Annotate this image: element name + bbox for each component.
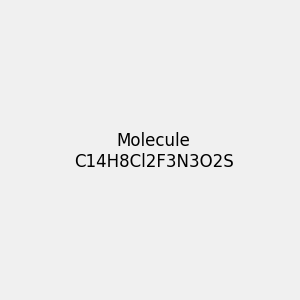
Text: Molecule
C14H8Cl2F3N3O2S: Molecule C14H8Cl2F3N3O2S — [74, 132, 234, 171]
